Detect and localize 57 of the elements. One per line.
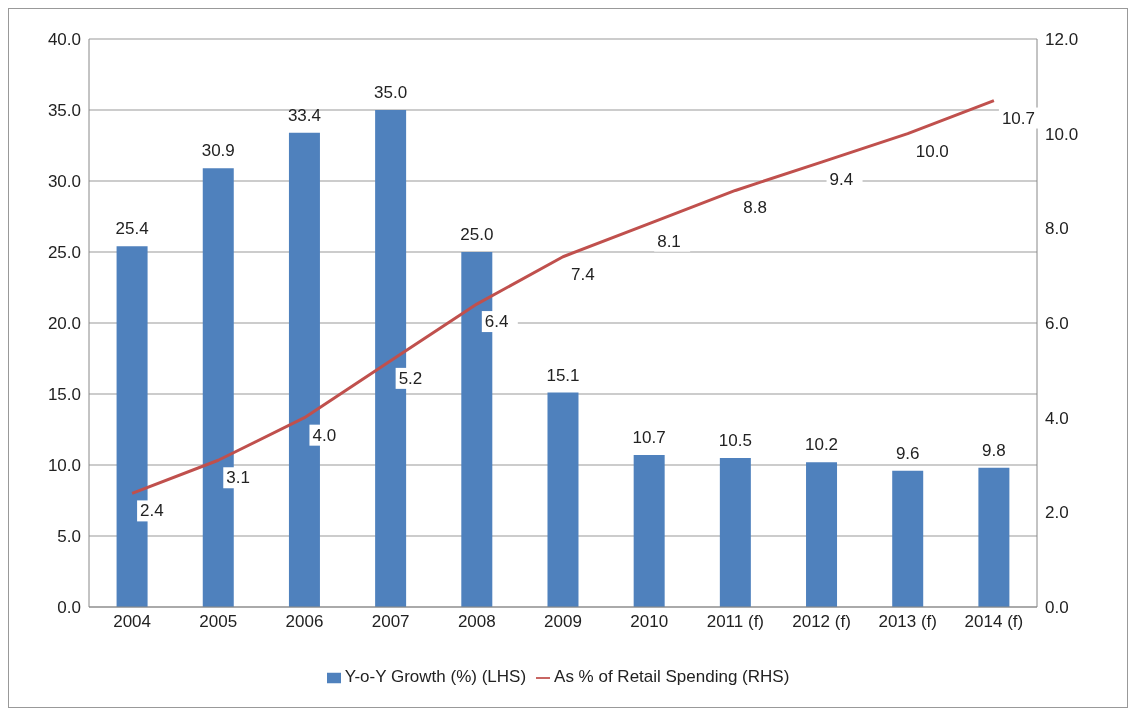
data-label: 25.4: [115, 219, 149, 239]
y-tick-label: 30.0: [47, 172, 81, 192]
x-tick-label: 2005: [199, 612, 238, 632]
y-tick-label: 10.0: [47, 456, 81, 476]
bar: [547, 392, 579, 607]
data-label: 10.0: [915, 141, 949, 161]
x-tick-label: 2014 (f): [964, 612, 1024, 632]
legend-label: Y-o-Y Growth (%) (LHS): [344, 667, 527, 686]
data-label: 33.4: [287, 105, 321, 125]
y-tick-label: 35.0: [47, 101, 81, 121]
y-tick-label: 0.0: [57, 598, 81, 618]
y-tick-label: 5.0: [57, 527, 81, 547]
x-tick-label: 2004: [113, 612, 151, 632]
y2-tick-label: 10.0: [1045, 124, 1079, 144]
x-tick-label: 2012 (f): [792, 612, 851, 632]
x-tick-label: 2013 (f): [878, 612, 938, 632]
x-tick-label: 2008: [457, 612, 496, 632]
data-label: 4.0: [312, 425, 337, 445]
bar: [633, 455, 665, 607]
y-tick-label: 40.0: [47, 30, 81, 50]
x-tick-label: 2007: [371, 612, 410, 632]
data-label: 7.4: [571, 264, 595, 284]
y-tick-label: 15.0: [47, 385, 81, 405]
y2-tick-label: 2.0: [1045, 503, 1069, 523]
data-label: 5.2: [398, 368, 423, 388]
data-label: 35.0: [374, 83, 408, 102]
data-label: 15.1: [546, 365, 580, 385]
x-tick-label: 2009: [544, 612, 582, 632]
data-label: 9.8: [982, 440, 1006, 460]
data-label: 3.1: [226, 468, 250, 488]
bar: [892, 470, 924, 607]
data-label: 10.2: [804, 435, 839, 455]
bar: [806, 462, 838, 607]
data-label: 8.1: [657, 231, 681, 251]
data-label: 10.7: [1001, 108, 1035, 128]
y2-tick-label: 0.0: [1045, 598, 1069, 618]
data-label: 30.9: [201, 141, 235, 161]
data-label: 9.4: [829, 170, 854, 190]
y2-tick-label: 8.0: [1045, 219, 1069, 239]
data-label: 10.5: [718, 430, 752, 450]
bar: [719, 457, 751, 607]
bar: [978, 467, 1010, 607]
y2-tick-label: 6.0: [1045, 314, 1069, 334]
y-tick-label: 25.0: [47, 243, 81, 263]
y2-tick-label: 12.0: [1045, 30, 1079, 50]
y2-tick-label: 4.0: [1045, 408, 1069, 428]
data-label: 8.8: [743, 198, 767, 218]
x-tick-label: 2006: [285, 612, 324, 632]
x-tick-label: 2010: [630, 612, 669, 632]
data-label: 25.0: [460, 225, 494, 244]
x-tick-label: 2011 (f): [706, 612, 765, 632]
data-label: 2.4: [140, 501, 164, 521]
data-label: 9.6: [895, 443, 920, 463]
y-tick-label: 20.0: [47, 314, 81, 334]
data-label: 6.4: [484, 312, 509, 332]
legend-label: As % of Retail Spending (RHS): [554, 667, 790, 686]
data-label: 10.7: [632, 428, 666, 448]
